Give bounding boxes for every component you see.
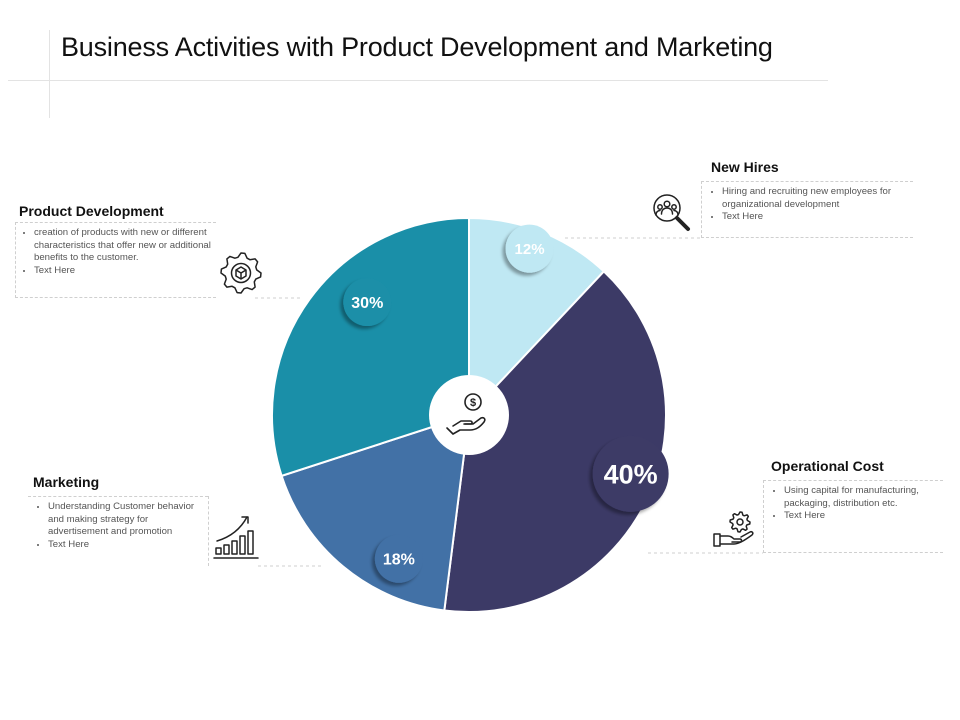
- marketing-box-edge: [208, 496, 209, 566]
- marketing-heading: Marketing: [33, 474, 100, 490]
- new-hires-bullet: Text Here: [722, 211, 913, 224]
- hand-dollar-icon: $: [446, 393, 486, 435]
- operational-cost-bullet: Text Here: [784, 510, 943, 523]
- title-divider-vertical: [49, 30, 50, 118]
- product-development-heading: Product Development: [19, 203, 164, 219]
- page-title: Business Activities with Product Develop…: [61, 32, 773, 62]
- value-badge-marketing: 18%: [374, 534, 423, 583]
- product-development-bullet: creation of products with new or differe…: [34, 227, 216, 265]
- svg-text:$: $: [470, 397, 476, 409]
- marketing-bullet: Understanding Customer behavior and maki…: [48, 501, 208, 539]
- marketing-textbox: Understanding Customer behavior and maki…: [28, 496, 208, 566]
- value-label-marketing: 18%: [383, 552, 415, 569]
- pie-slice-product-development: [271, 216, 470, 478]
- product-development-textbox: creation of products with new or differe…: [15, 222, 216, 298]
- operational-cost-heading: Operational Cost: [771, 458, 884, 474]
- value-label-new-hires: 12%: [515, 241, 545, 258]
- new-hires-heading: New Hires: [711, 159, 779, 175]
- operational-cost-bullet: Using capital for manufacturing, packagi…: [784, 485, 943, 510]
- value-label-operational-cost: 40%: [604, 460, 658, 490]
- gear-box-icon: [220, 252, 262, 294]
- title-divider-horizontal: [8, 80, 828, 81]
- people-search-icon: [653, 194, 690, 231]
- new-hires-bullet: Hiring and recruiting new employees for …: [722, 186, 913, 211]
- value-badge-operational-cost: 40%: [592, 435, 669, 512]
- new-hires-textbox: Hiring and recruiting new employees for …: [701, 181, 913, 238]
- value-badges: 12% 40% 18% 30%: [343, 224, 669, 583]
- connector-lines: [255, 237, 763, 567]
- marketing-bullet: Text Here: [48, 539, 208, 552]
- growth-chart-icon: [213, 516, 259, 559]
- value-badge-new-hires: 12%: [505, 224, 554, 273]
- value-label-product-development: 30%: [351, 295, 383, 312]
- operational-cost-textbox: Using capital for manufacturing, packagi…: [763, 480, 943, 553]
- hand-gear-icon: [713, 511, 754, 547]
- product-development-bullet: Text Here: [34, 265, 216, 278]
- value-badge-product-development: 30%: [343, 278, 392, 327]
- center-circle: $: [429, 375, 509, 455]
